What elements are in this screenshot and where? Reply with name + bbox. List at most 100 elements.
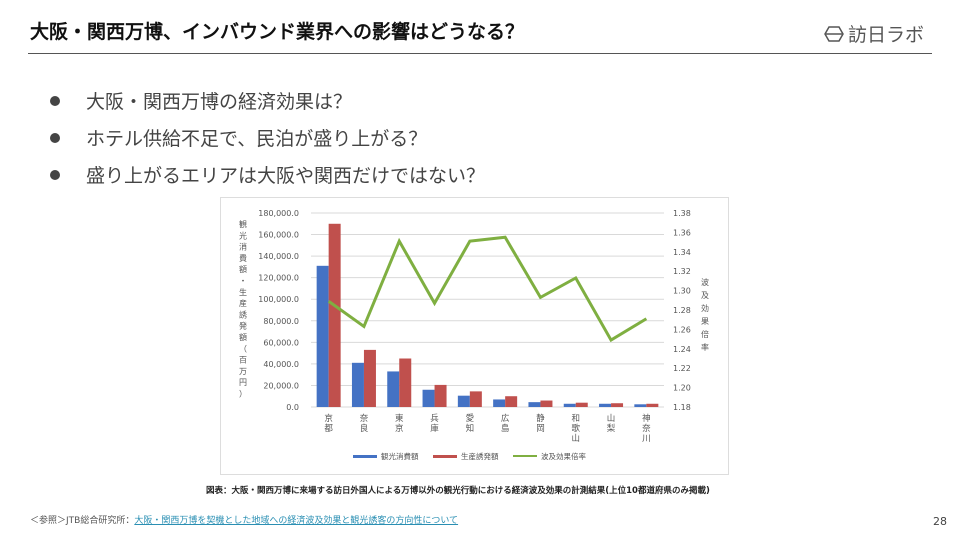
legend-label: 波及効果倍率 [541, 451, 586, 461]
logo-icon [824, 25, 844, 42]
x-tick-label: 知 [466, 423, 475, 434]
x-tick-label: 東 [395, 413, 404, 424]
bar-生産誘発額 [328, 223, 341, 407]
y-tick-label: 160,000.0 [258, 231, 299, 240]
y2-tick-label: 1.22 [673, 364, 691, 373]
y2-tick-label: 1.18 [673, 403, 691, 412]
x-tick-label: 愛 [466, 413, 475, 424]
bar-観光消費額 [351, 362, 364, 407]
y2-axis-label: 果 [701, 317, 709, 326]
y-axis-label: 消 [239, 242, 247, 252]
legend-label: 生産誘発額 [461, 451, 499, 461]
bar-生産誘発額 [399, 358, 412, 407]
y-axis-label: （ [239, 344, 247, 353]
x-tick-label: 都 [324, 424, 333, 434]
y-axis-label: 百 [239, 356, 247, 365]
y2-tick-label: 1.28 [673, 306, 691, 315]
y2-axis-label: 率 [701, 342, 709, 352]
x-tick-label: 良 [360, 423, 369, 434]
slide-title: 大阪・関西万博、インバウンド業界への影響はどうなる？ [30, 21, 525, 43]
bar-生産誘発額 [469, 391, 482, 407]
footer-reference: ＜参照＞JTB総合研究所：大阪・関西万博を契機とした地域への経済波及効果と観光誘… [30, 516, 459, 526]
x-tick-label: 和 [571, 414, 580, 424]
logo-text: 訪日ラボ [848, 24, 925, 46]
x-tick-label: 広 [501, 413, 510, 424]
x-tick-label: 京 [324, 413, 333, 424]
y-axis-label: 産 [239, 298, 247, 308]
bar-観光消費額 [457, 395, 470, 407]
y2-axis-label: 波 [701, 277, 709, 287]
y-tick-label: 180,000.0 [258, 209, 299, 218]
chart-caption: 図表：大阪・関西万博に来場する訪日外国人による万博以外の観光行動における経済波及… [206, 486, 710, 496]
x-tick-label: 島 [501, 423, 510, 434]
bullet-dot-icon [50, 95, 60, 106]
bar-生産誘発額 [434, 384, 447, 407]
chart-svg: 0.0 20,000.0 40,000.0 60,000.0 80,000.0 100,0… [239, 209, 709, 461]
y2-axis-label: 効 [701, 303, 709, 313]
x-tick-label: 奈 [360, 413, 369, 424]
bar-生産誘発額 [540, 400, 553, 407]
y-tick-label: 80,000.0 [263, 317, 299, 326]
x-tick-label: 静 [536, 413, 545, 424]
y-tick-label: 120,000.0 [258, 274, 299, 283]
x-tick-label: 山 [607, 413, 616, 424]
y-tick-label: 140,000.0 [258, 252, 299, 261]
y-axis-label: ・ [239, 277, 247, 286]
x-tick-label: 京 [395, 423, 404, 434]
x-tick-label: 神 [642, 413, 651, 424]
y-tick-label: 0.0 [286, 403, 299, 412]
x-tick-label: 梨 [607, 423, 616, 434]
bullet-list: 大阪・関西万博の経済効果は？ ホテル供給不足で、民泊が盛り上がる？ 盛り上がるエ… [50, 82, 485, 193]
y-axis-label: 光 [239, 230, 247, 240]
legend-swatch [433, 455, 457, 458]
y2-axis-label: 倍 [701, 329, 709, 339]
bullet-dot-icon [50, 169, 60, 180]
bar-観光消費額 [634, 404, 647, 407]
y-tick-label: 100,000.0 [258, 295, 299, 304]
reference-link[interactable]: 大阪・関西万博を契機とした地域への経済波及効果と観光誘客の方向性について [134, 516, 459, 526]
y2-tick-label: 1.36 [673, 228, 691, 237]
x-tick-label: 奈 [642, 423, 651, 434]
y-axis-label: 万 [239, 367, 247, 376]
x-tick-label: 山 [571, 433, 580, 444]
y-axis-label: 費 [239, 253, 247, 263]
bar-観光消費額 [563, 403, 576, 407]
y-axis-label: 円 [239, 378, 247, 387]
y2-tick-label: 1.30 [673, 287, 691, 296]
y2-tick-label: 1.24 [673, 345, 691, 354]
bar-観光消費額 [422, 389, 435, 407]
x-tick-label: 岡 [536, 424, 545, 434]
legend-swatch [513, 455, 537, 457]
logo: 訪日ラボ [824, 20, 924, 47]
chart: 0.0 20,000.0 40,000.0 60,000.0 80,000.0 100,0… [220, 197, 729, 475]
bar-生産誘発額 [575, 402, 588, 407]
y2-tick-label: 1.32 [673, 267, 691, 276]
y-axis-label: 額 [239, 332, 247, 342]
y-axis-label: ） [239, 390, 247, 399]
y-tick-label: 40,000.0 [263, 360, 299, 369]
bar-生産誘発額 [611, 403, 624, 407]
bar-観光消費額 [528, 402, 541, 407]
bar-観光消費額 [387, 371, 400, 407]
x-tick-label: 兵 [430, 413, 439, 424]
line-series [327, 235, 648, 343]
y-axis-label: 発 [239, 322, 247, 331]
bar-観光消費額 [316, 265, 329, 407]
y2-tick-label: 1.38 [673, 209, 691, 218]
y-tick-label: 20,000.0 [263, 381, 299, 390]
bullet-item: 大阪・関西万博の経済効果は？ [50, 82, 485, 119]
bullet-item: 盛り上がるエリアは大阪や関西だけではない？ [50, 156, 485, 193]
bar-観光消費額 [493, 399, 506, 407]
y2-axis-label: 及 [701, 291, 709, 300]
y-axis-label: 生 [239, 287, 247, 297]
bar-生産誘発額 [646, 403, 659, 407]
y-tick-label: 60,000.0 [263, 338, 299, 347]
x-tick-label: 歌 [571, 423, 580, 434]
x-tick-label: 庫 [430, 423, 439, 434]
bar-生産誘発額 [505, 396, 518, 407]
y2-tick-label: 1.20 [673, 384, 691, 393]
y2-tick-label: 1.26 [673, 325, 691, 334]
y-axis-label: 観 [239, 219, 247, 229]
x-tick-label: 川 [642, 434, 651, 444]
title-divider [28, 53, 932, 54]
